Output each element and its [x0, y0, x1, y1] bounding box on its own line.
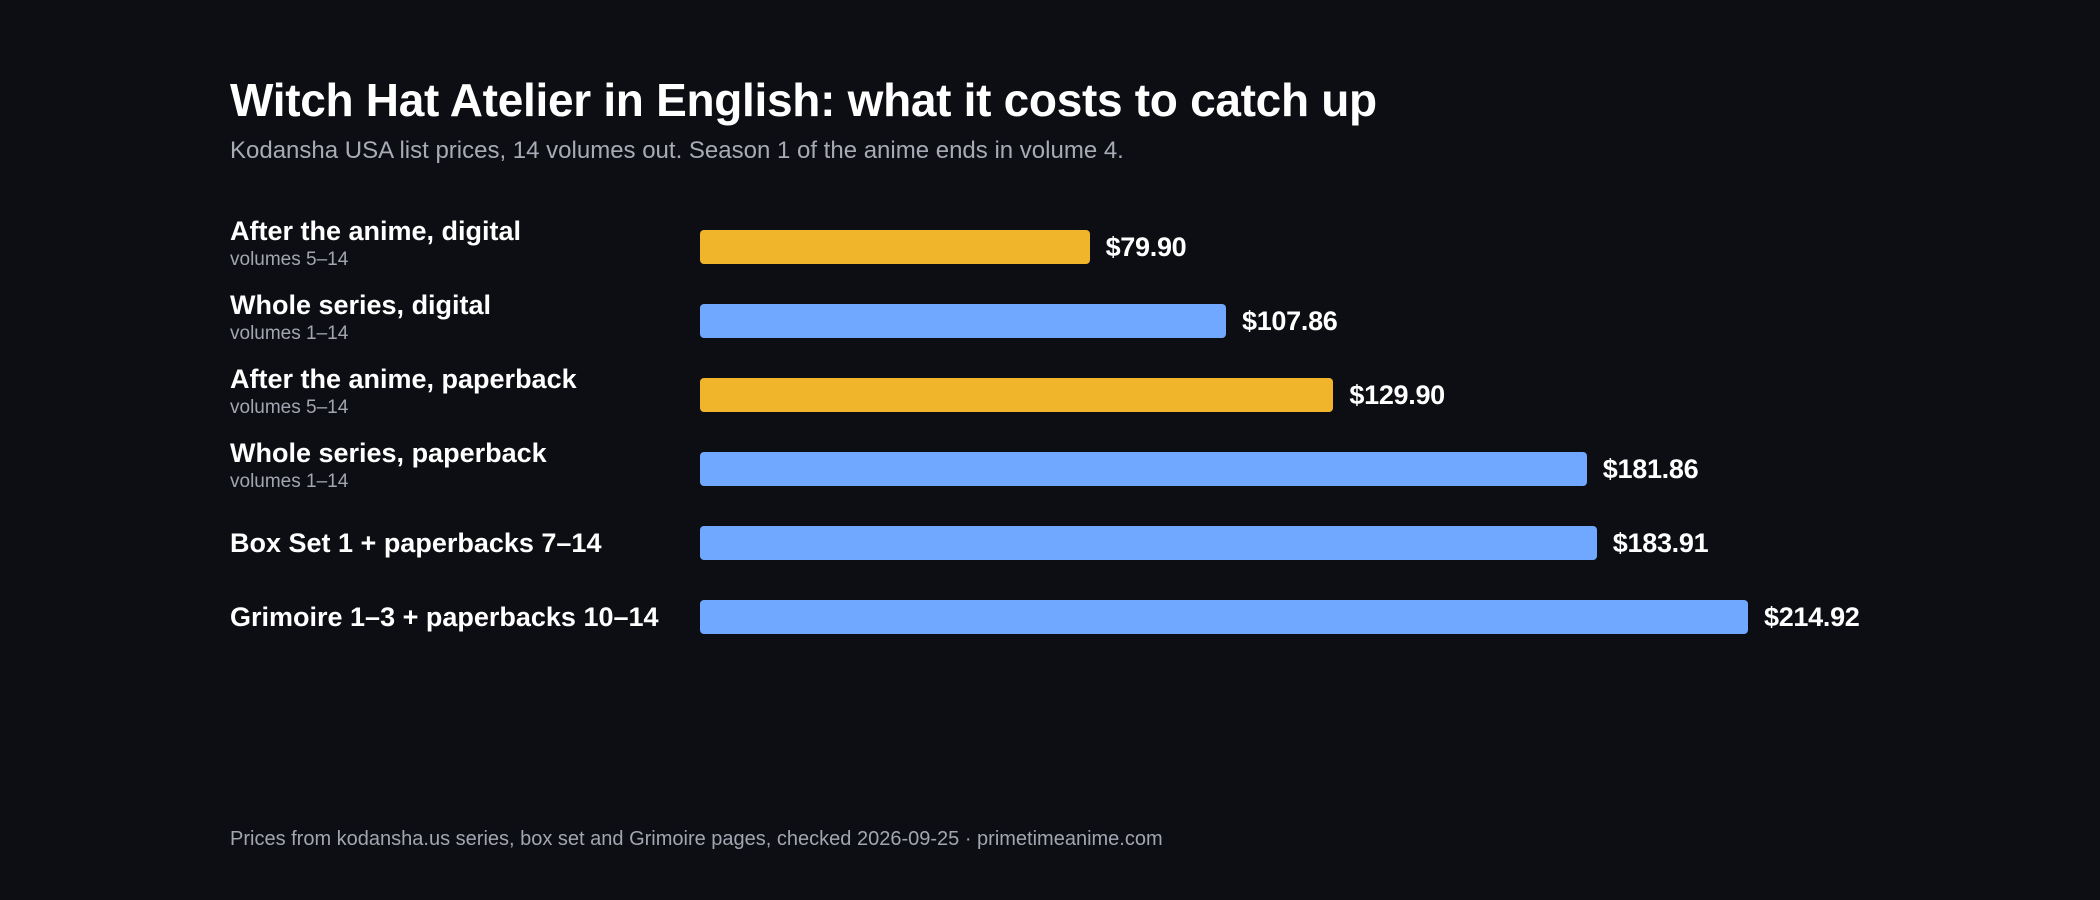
chart-subtitle: Kodansha USA list prices, 14 volumes out…: [230, 137, 1124, 164]
bar-label-sub: volumes 1–14: [230, 323, 349, 344]
bar-category-label: Box Set 1 + paperbacks 7–14: [230, 527, 690, 559]
bar-value-label: $107.86: [1242, 306, 1338, 336]
source-footer: Prices from kodansha.us series, box set …: [230, 828, 1163, 850]
bar-category-label: Grimoire 1–3 + paperbacks 10–14: [230, 601, 690, 633]
bar-value-label: $181.86: [1602, 454, 1699, 484]
bar-label-main: After the anime, paperback: [230, 364, 577, 394]
bar: [700, 304, 1226, 338]
bar-label-main: Whole series, digital: [230, 290, 492, 320]
bar-label-sub: volumes 5–14: [230, 397, 349, 418]
bar-label-sub: volumes 5–14: [230, 249, 349, 270]
bar-value-label: $79.90: [1105, 232, 1187, 262]
bar-label-main: Box Set 1 + paperbacks 7–14: [230, 528, 602, 558]
bar-value-label: $129.90: [1349, 380, 1445, 410]
bar-category-label: After the anime, paperback volumes 5–14: [230, 363, 690, 420]
chart-title: Witch Hat Atelier in English: what it co…: [230, 74, 1377, 126]
bar: [700, 230, 1090, 264]
bar: [700, 526, 1597, 560]
bar-value-label: $214.92: [1764, 602, 1860, 632]
bar: [700, 452, 1587, 486]
bar-label-main: Grimoire 1–3 + paperbacks 10–14: [230, 602, 659, 632]
bar-label-main: After the anime, digital: [230, 216, 522, 246]
bar-category-label: Whole series, digital volumes 1–14: [230, 289, 690, 346]
bar-value-label: $183.91: [1612, 528, 1709, 558]
bar: [700, 378, 1334, 412]
bar: [700, 600, 1748, 634]
bar-label-sub: volumes 1–14: [230, 471, 349, 492]
bar-label-main: Whole series, paperback: [230, 438, 547, 468]
bar-category-label: After the anime, digital volumes 5–14: [230, 215, 690, 272]
bar-category-label: Whole series, paperback volumes 1–14: [230, 437, 690, 494]
